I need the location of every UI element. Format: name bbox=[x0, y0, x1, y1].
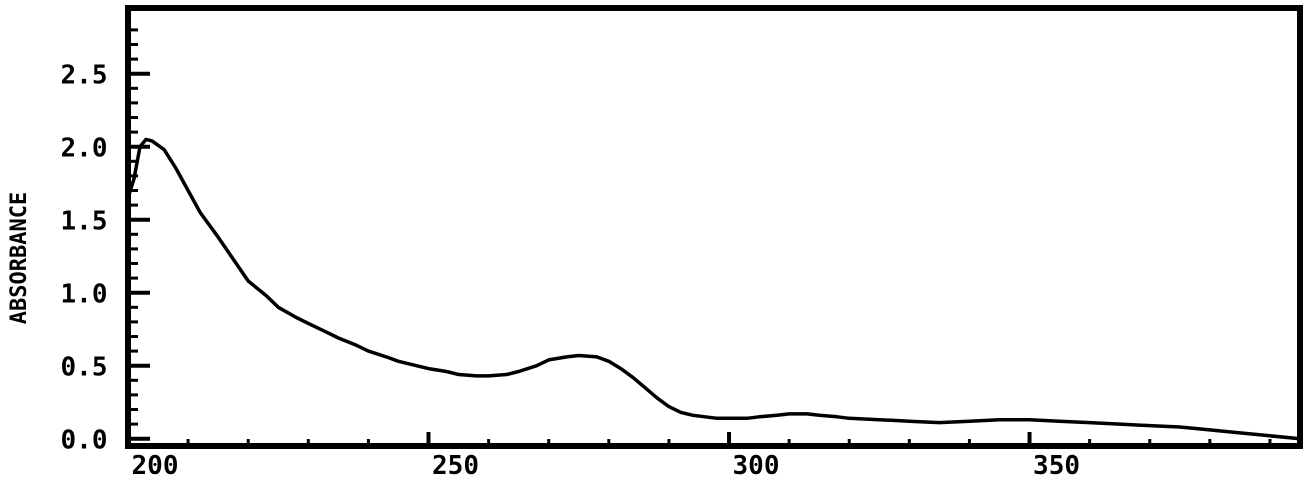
y-tick-label: 1.0 bbox=[61, 280, 108, 310]
y-tick-label: 2.0 bbox=[61, 134, 108, 164]
x-tick-label: 300 bbox=[733, 451, 780, 477]
y-tick-label: 2.5 bbox=[61, 61, 108, 91]
y-tick-label: 0.5 bbox=[61, 353, 108, 383]
y-tick-label: 1.5 bbox=[61, 207, 108, 237]
y-tick-label: 0.0 bbox=[61, 426, 108, 456]
y-axis-title: ABSORBANCE bbox=[7, 192, 32, 324]
x-tick-label: 350 bbox=[1033, 451, 1080, 477]
spectrum-line bbox=[126, 137, 1301, 441]
plot-frame bbox=[125, 5, 1303, 449]
x-tick-label: 250 bbox=[432, 451, 479, 477]
x-tick-label: 200 bbox=[132, 451, 179, 477]
